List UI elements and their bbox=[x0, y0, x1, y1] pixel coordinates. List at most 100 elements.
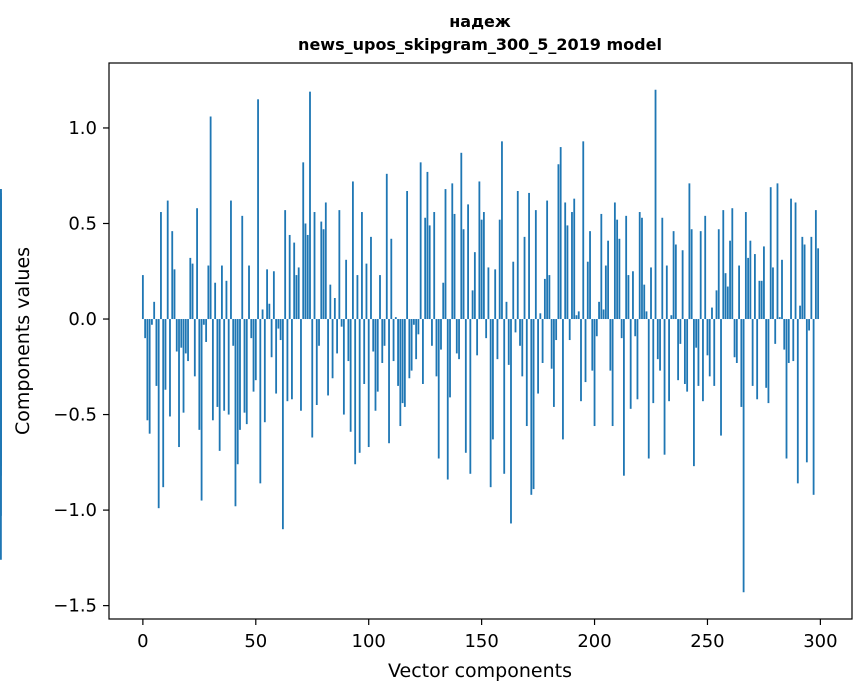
bar bbox=[817, 248, 820, 320]
bar bbox=[252, 319, 255, 392]
bar bbox=[370, 236, 372, 320]
chart-title-line-2: news_upos_skipgram_300_5_2019 model bbox=[298, 35, 662, 54]
bar bbox=[412, 319, 415, 325]
bar bbox=[659, 319, 661, 371]
bar bbox=[534, 210, 537, 320]
bar bbox=[769, 187, 772, 320]
bar bbox=[717, 229, 720, 320]
bar bbox=[625, 215, 628, 320]
bar bbox=[548, 275, 551, 320]
bar bbox=[144, 319, 147, 339]
bar bbox=[555, 319, 558, 341]
bar bbox=[428, 225, 431, 320]
bar bbox=[693, 319, 695, 467]
bar bbox=[552, 319, 555, 407]
bar bbox=[293, 242, 296, 320]
bar bbox=[510, 319, 512, 524]
bar bbox=[674, 244, 677, 320]
bar bbox=[171, 231, 174, 320]
bar bbox=[440, 319, 442, 350]
bar bbox=[243, 319, 246, 413]
bar bbox=[279, 319, 282, 341]
y-axis-ticks: −1.5 −1.0 −0.5 0.0 0.5 1.0 bbox=[53, 118, 109, 617]
x-tick-label: 0 bbox=[137, 631, 148, 652]
bar bbox=[595, 319, 598, 337]
bar bbox=[733, 319, 736, 358]
x-tick-label: 100 bbox=[352, 631, 386, 652]
bar bbox=[643, 284, 646, 320]
bar bbox=[623, 319, 625, 476]
bar bbox=[218, 319, 221, 451]
bar bbox=[528, 192, 530, 320]
bar bbox=[207, 265, 210, 320]
bar bbox=[379, 275, 381, 320]
bar bbox=[345, 259, 348, 320]
bar bbox=[478, 181, 481, 320]
bar bbox=[760, 280, 763, 320]
bar bbox=[320, 221, 323, 320]
bar bbox=[148, 319, 151, 434]
x-tick-label: 150 bbox=[464, 631, 498, 652]
bar bbox=[618, 238, 621, 320]
bar bbox=[460, 152, 463, 320]
bar bbox=[557, 164, 560, 320]
bar bbox=[306, 234, 309, 320]
bar bbox=[607, 240, 609, 320]
bar bbox=[146, 319, 149, 421]
bar bbox=[0, 238, 2, 320]
bar bbox=[141, 275, 144, 320]
bar bbox=[663, 319, 666, 455]
bar bbox=[342, 319, 345, 415]
bar bbox=[787, 319, 790, 363]
bar bbox=[537, 319, 539, 394]
bar bbox=[686, 319, 689, 392]
bar bbox=[268, 303, 271, 320]
bar bbox=[677, 319, 680, 381]
bar bbox=[453, 213, 456, 320]
bar bbox=[756, 319, 759, 400]
y-tick-label: −1.5 bbox=[53, 596, 97, 617]
bar bbox=[539, 313, 542, 320]
bar bbox=[602, 309, 605, 320]
bar bbox=[598, 301, 600, 320]
bar bbox=[435, 319, 438, 377]
bar bbox=[604, 265, 607, 320]
bar bbox=[799, 305, 801, 320]
bar bbox=[525, 319, 528, 427]
bar bbox=[645, 311, 648, 320]
bar bbox=[726, 286, 729, 320]
bar bbox=[571, 212, 573, 320]
bar bbox=[683, 319, 686, 384]
bar bbox=[751, 319, 754, 386]
bar bbox=[566, 225, 569, 320]
bar bbox=[358, 319, 361, 453]
bar bbox=[225, 280, 228, 320]
bar bbox=[801, 236, 804, 320]
bar bbox=[257, 99, 259, 320]
bar bbox=[184, 319, 187, 354]
bar bbox=[665, 265, 668, 320]
bar bbox=[796, 319, 799, 484]
bar bbox=[444, 189, 447, 320]
bar bbox=[449, 319, 451, 398]
bar bbox=[234, 319, 237, 507]
bar bbox=[295, 275, 298, 320]
bar bbox=[315, 319, 318, 406]
bar bbox=[374, 319, 377, 411]
bar bbox=[580, 319, 582, 402]
bar bbox=[297, 267, 300, 320]
bar bbox=[636, 319, 639, 400]
bar bbox=[259, 319, 262, 484]
bar bbox=[302, 162, 305, 320]
bar bbox=[227, 319, 230, 415]
bar bbox=[492, 319, 494, 440]
bar bbox=[216, 319, 219, 407]
bar bbox=[424, 217, 427, 320]
bar bbox=[151, 319, 153, 325]
bar bbox=[200, 319, 203, 501]
bar bbox=[193, 319, 196, 377]
bar bbox=[340, 319, 343, 327]
bar bbox=[191, 263, 194, 320]
bar bbox=[482, 212, 485, 320]
